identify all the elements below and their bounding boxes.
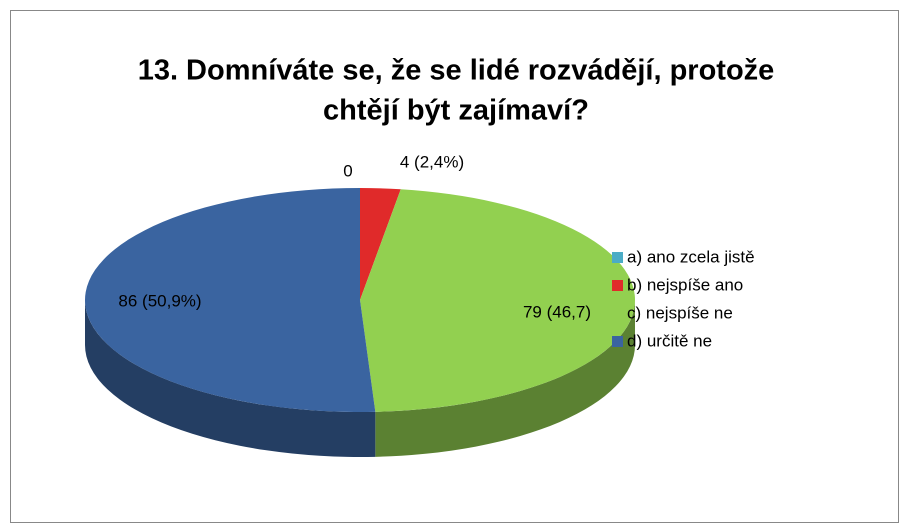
chart-title: chtějí být zajímaví? [323, 95, 589, 127]
legend-label: c) nejspíše ne [627, 303, 733, 322]
legend-swatch [612, 308, 623, 319]
data-label: 79 (46,7) [523, 302, 591, 321]
chart-title: 13. Domníváte se, že se lidé rozvádějí, … [138, 55, 775, 87]
legend-swatch [612, 252, 623, 263]
data-label: 4 (2,4%) [400, 152, 464, 171]
slice-side [85, 300, 376, 457]
legend-label: a) ano zcela jistě [627, 247, 755, 266]
data-label: 86 (50,9%) [118, 291, 201, 310]
legend-label: d) určitě ne [627, 331, 712, 350]
slice [360, 188, 401, 300]
legend-swatch [612, 336, 623, 347]
legend-label: b) nejspíše ano [627, 275, 743, 294]
legend-swatch [612, 280, 623, 291]
slice [360, 189, 635, 412]
slice-side [375, 300, 635, 457]
slice [84, 188, 376, 413]
data-label: 0 [343, 161, 352, 180]
